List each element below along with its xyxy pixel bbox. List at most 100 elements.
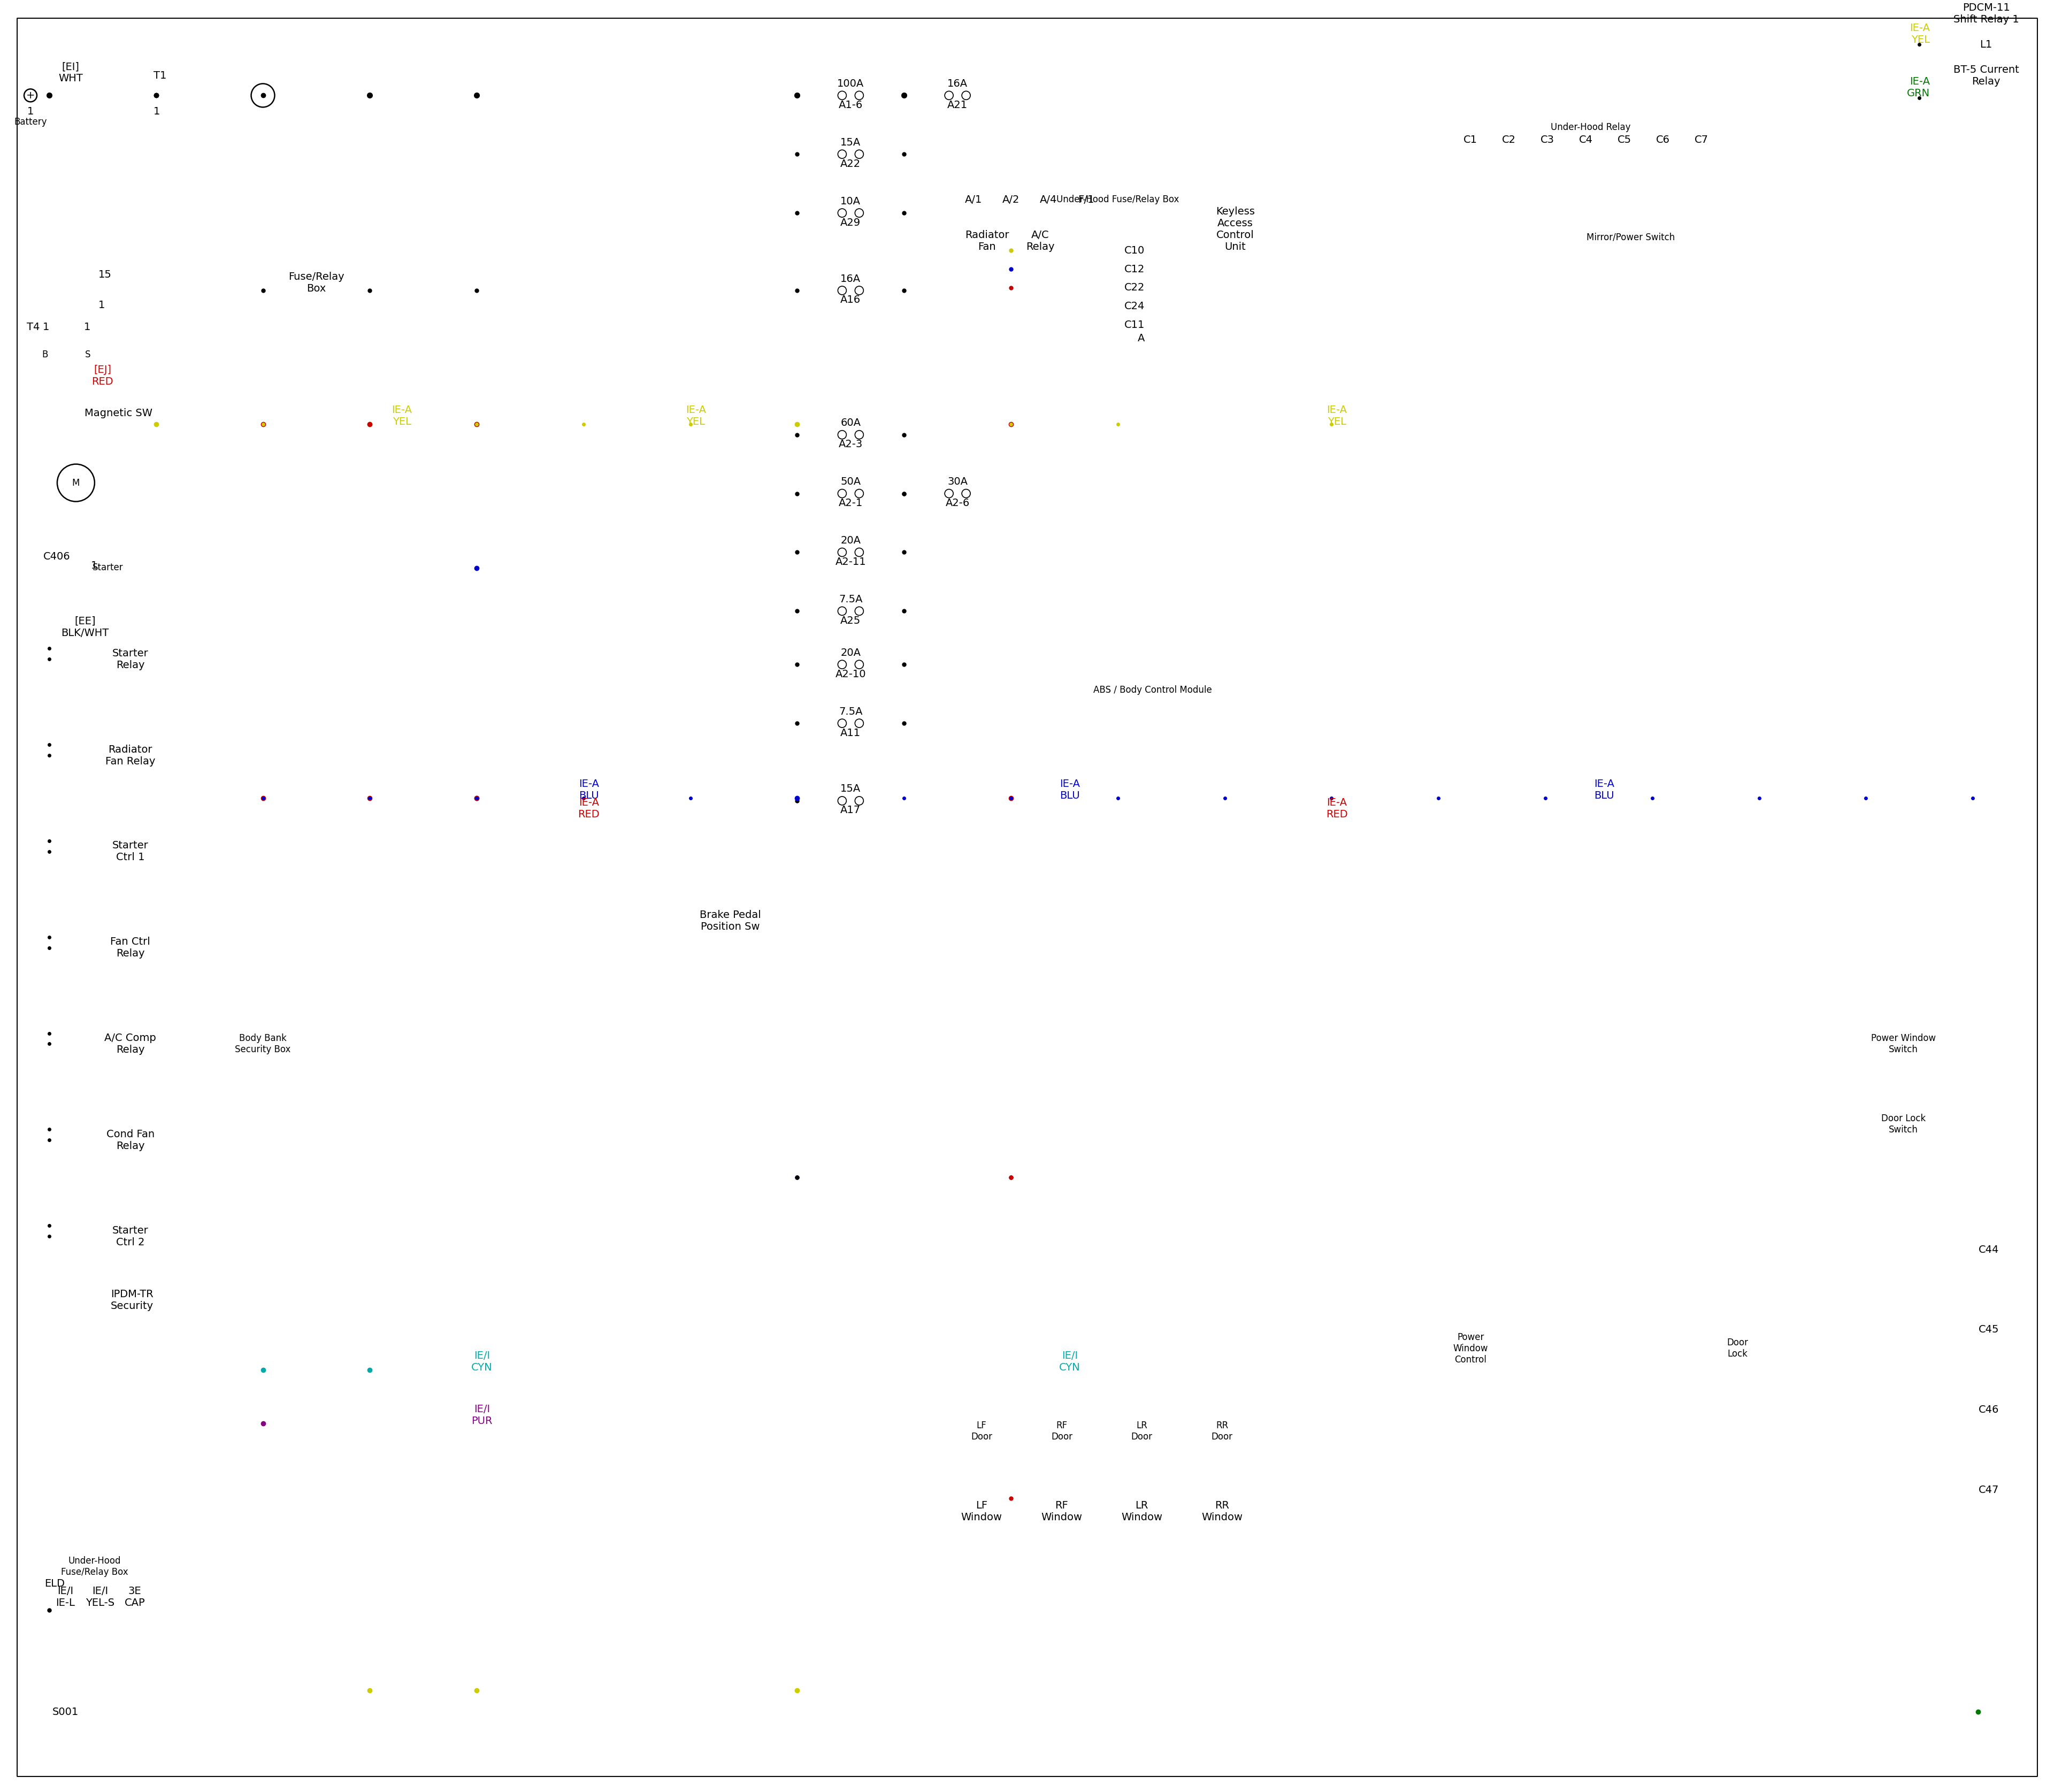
Circle shape (838, 91, 846, 100)
Text: Starter: Starter (92, 563, 123, 573)
Bar (109, 1127, 123, 1138)
Text: Radiator
Fan: Radiator Fan (965, 229, 1009, 251)
Circle shape (838, 208, 846, 217)
Text: IE/I
PUR: IE/I PUR (472, 1405, 493, 1426)
Bar (265, 290, 368, 435)
Bar (109, 934, 123, 944)
Bar (1035, 747, 1066, 781)
Text: 7.5A: 7.5A (838, 706, 863, 717)
Text: A2-10: A2-10 (836, 668, 867, 679)
Bar (1608, 263, 1641, 289)
Bar (1454, 176, 1487, 199)
Text: 7.5A: 7.5A (838, 595, 863, 604)
Text: C47: C47 (1978, 1486, 1999, 1495)
Text: Starter
Relay: Starter Relay (113, 649, 148, 670)
Circle shape (854, 719, 863, 728)
Circle shape (961, 91, 969, 100)
Bar (1181, 708, 1212, 742)
Bar (1647, 176, 1678, 199)
Bar (953, 697, 1354, 975)
Text: 16A: 16A (947, 79, 967, 90)
Bar (109, 742, 123, 753)
Bar (1951, 1231, 2025, 1269)
Bar (1569, 176, 1602, 199)
Text: IE/I
YEL-S: IE/I YEL-S (86, 1586, 115, 1607)
Text: [EJ]
RED: [EJ] RED (92, 366, 113, 387)
Bar (1109, 747, 1140, 781)
Bar (953, 204, 1284, 419)
Bar (1684, 147, 1717, 170)
Bar (1569, 147, 1602, 170)
Bar (105, 1124, 156, 1156)
Bar (189, 1050, 337, 1199)
Bar (1454, 235, 1487, 258)
Text: 30A: 30A (947, 477, 967, 487)
Bar (31, 339, 191, 552)
Bar (1290, 747, 1321, 781)
Bar (1035, 907, 1066, 943)
Text: C1: C1 (1465, 134, 1477, 145)
Circle shape (961, 489, 969, 498)
Text: Magnetic SW: Magnetic SW (84, 409, 152, 419)
Bar (1218, 747, 1249, 781)
Circle shape (838, 607, 846, 615)
Bar (1454, 147, 1487, 170)
Text: RR
Door: RR Door (1212, 1421, 1232, 1443)
Bar (1072, 787, 1103, 823)
Text: Under-Hood Relay: Under-Hood Relay (1551, 122, 1631, 133)
Bar (1951, 1471, 2025, 1509)
Bar (1253, 787, 1284, 823)
Bar (953, 1401, 1011, 1460)
Bar (1033, 1487, 1091, 1536)
Bar (520, 1306, 540, 1326)
Text: IE-A
YEL: IE-A YEL (1910, 23, 1931, 45)
Bar (1021, 226, 1060, 256)
Bar (1569, 204, 1602, 229)
Bar (1253, 867, 1284, 903)
Bar (105, 643, 156, 676)
Text: PDCM-11
Shift Relay 1: PDCM-11 Shift Relay 1 (1953, 4, 2019, 25)
Bar (1532, 204, 1563, 229)
Bar (109, 1030, 123, 1041)
Text: Brake Pedal
Position Sw: Brake Pedal Position Sw (700, 910, 762, 932)
Text: IE-A
YEL: IE-A YEL (392, 405, 413, 426)
Text: C45: C45 (1978, 1324, 1999, 1335)
Text: A29: A29 (840, 217, 861, 228)
Bar (1144, 708, 1175, 742)
Bar (1218, 867, 1249, 903)
Bar (109, 645, 123, 656)
Text: B: B (41, 349, 47, 360)
Text: A1-6: A1-6 (838, 100, 863, 109)
Bar (1941, 18, 2031, 72)
Bar (1493, 176, 1524, 199)
Bar (1647, 147, 1678, 170)
Bar (105, 835, 156, 867)
Text: Body Bank
Security Box: Body Bank Security Box (234, 1034, 292, 1054)
Text: LR
Door: LR Door (1132, 1421, 1152, 1443)
Text: [EI]
WHT: [EI] WHT (58, 61, 82, 84)
Bar (967, 226, 1006, 256)
Bar (109, 839, 123, 849)
Bar (1647, 235, 1678, 258)
Bar (1290, 907, 1321, 943)
Bar (1569, 235, 1602, 258)
Text: ABS / Body Control Module: ABS / Body Control Module (1093, 685, 1212, 695)
Bar (84, 333, 94, 344)
Bar (1253, 747, 1284, 781)
Text: IE-A
RED: IE-A RED (577, 797, 600, 819)
Bar (573, 1306, 594, 1326)
Circle shape (838, 430, 846, 439)
Text: 1: 1 (99, 299, 105, 310)
Bar (1684, 176, 1717, 199)
Bar (1144, 747, 1175, 781)
Bar (1181, 907, 1212, 943)
Text: IE/I
CYN: IE/I CYN (470, 1351, 493, 1373)
Text: [EE]
BLK/WHT: [EE] BLK/WHT (62, 616, 109, 638)
Text: 1: 1 (27, 106, 33, 116)
Bar (1193, 1401, 1251, 1460)
Bar (1035, 828, 1066, 862)
Circle shape (854, 489, 863, 498)
Bar (626, 1306, 647, 1326)
Bar (154, 86, 162, 106)
Text: A2-3: A2-3 (838, 439, 863, 450)
